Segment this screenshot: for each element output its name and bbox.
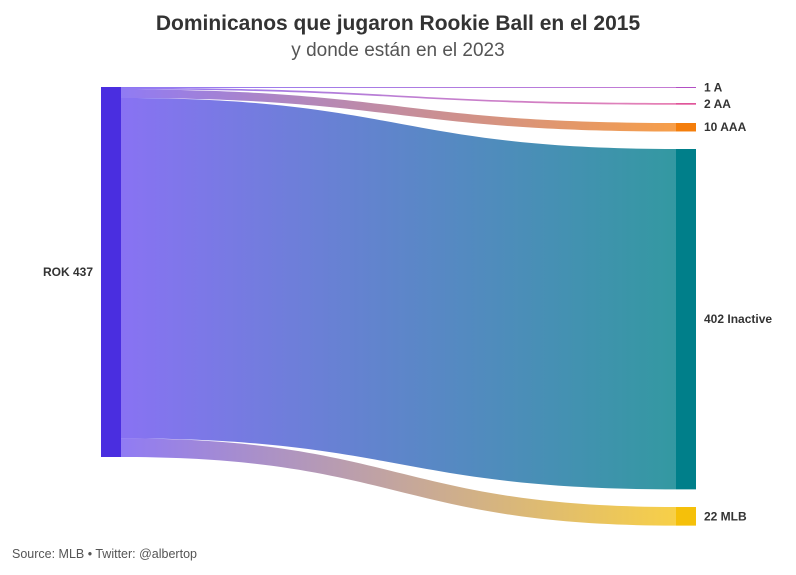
node-label-aa: 2 AA xyxy=(704,97,731,111)
link-mlb xyxy=(121,438,676,526)
node-target-mlb xyxy=(676,507,696,526)
link-a xyxy=(121,87,676,88)
chart-title: Dominicanos que jugaron Rookie Ball en e… xyxy=(155,12,641,35)
node-label-aaa: 10 AAA xyxy=(704,120,747,134)
node-target-a xyxy=(676,87,696,88)
node-label-inactive: 402 Inactive xyxy=(704,312,772,326)
node-label-source: ROK 437 xyxy=(43,265,93,279)
node-target-aaa xyxy=(676,123,696,132)
node-target-inactive xyxy=(676,149,696,490)
link-aa xyxy=(121,87,676,105)
node-source-rok xyxy=(101,87,121,457)
node-label-mlb: 22 MLB xyxy=(704,509,747,523)
link-aaa xyxy=(121,89,676,132)
node-label-a: 1 A xyxy=(704,81,723,95)
source-note: Source: MLB • Twitter: @albertop xyxy=(12,547,197,561)
node-target-aa xyxy=(676,103,696,105)
chart-subtitle: y donde están en el 2023 xyxy=(291,40,505,61)
link-inactive xyxy=(121,98,676,490)
